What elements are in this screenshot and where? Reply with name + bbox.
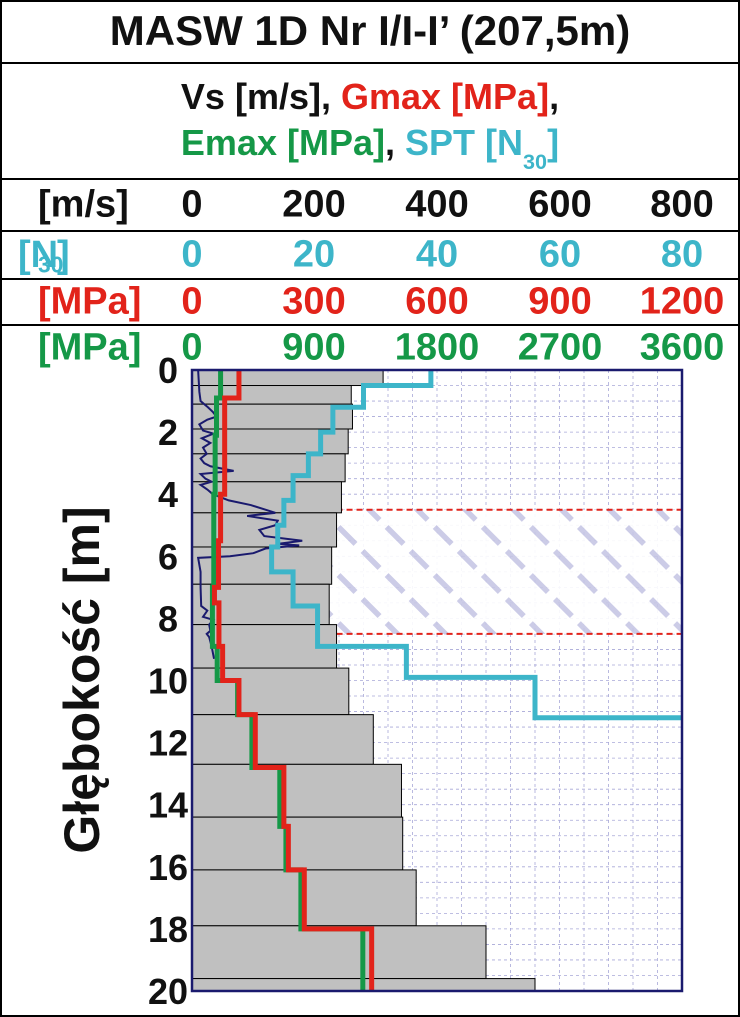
scale-unit-spt-suffix: ] [57,233,70,276]
scale-unit-gmax: [MPa] [38,280,142,323]
scale-tick-spt: 80 [660,233,704,276]
scale-unit-vs: [m/s] [38,183,129,226]
y-tick-label: 12 [148,723,188,764]
legend-line-2: Emax [MPa], SPT [N30] [0,120,740,185]
scale-tick-gmax: 300 [282,280,346,323]
gmax-line [211,370,375,991]
y-tick-label: 6 [158,536,178,577]
profile-lines [196,369,682,991]
legend-emax: Emax [MPa] [180,122,385,163]
scale-tick-spt: 20 [292,233,336,276]
scale-unit-spt: [N 30] [18,231,70,278]
y-tick-label: 0 [158,350,178,391]
scale-row-vs: [m/s] 0 200 400 600 800 [0,180,740,232]
vs-bar [191,925,487,980]
scale-unit-spt-prefix: [N [17,233,59,276]
legend-line-1: Vs [m/s], Gmax [MPa], [0,74,740,120]
scale-row-spt: [N 30] 0 20 40 60 80 [0,232,740,280]
legend-comma: , [385,122,396,163]
scale-tick-emax: 3600 [639,326,725,369]
scale-tick-gmax: 0 [181,280,203,323]
scale-unit-spt-subscript: 30 [38,251,64,278]
spt-line [269,370,682,721]
scale-tick-gmax: 1200 [639,280,725,323]
scale-tick-vs: 600 [528,183,592,226]
scale-tick-emax: 1800 [394,326,480,369]
legend-comma: , [549,76,560,117]
scale-tick-gmax: 900 [528,280,592,323]
vs-bar [191,763,402,818]
legend-gmax: Gmax [MPa] [341,76,550,117]
y-tick-label: 4 [158,474,178,515]
scale-unit-emax: [MPa] [38,326,142,369]
y-tick-label: 2 [158,412,178,453]
cpt-trace-line [196,369,303,659]
scale-tick-vs: 400 [405,183,469,226]
scale-tick-vs: 0 [181,183,203,226]
plot-border [190,368,684,993]
y-tick-label: 10 [148,661,188,702]
legend-spt-suffix: ] [547,122,560,163]
plot-frame [190,368,684,993]
y-tick-label: 14 [148,785,188,826]
scale-tick-vs: 200 [282,183,346,226]
scale-row-gmax: [MPa] 0 300 600 900 1200 [0,280,740,326]
legend-spt-subscript: 30 [523,148,548,174]
legend-spt: SPT [N30] [405,122,560,174]
y-tick-label: 18 [148,909,188,950]
scale-tick-gmax: 600 [405,280,469,323]
scale-tick-vs: 800 [650,183,714,226]
scale-tick-spt: 40 [415,233,459,276]
chart-title: MASW 1D Nr I/I-I’ (207,5m) [0,0,740,64]
legend: Vs [m/s], Gmax [MPa], Emax [MPa], SPT [N… [0,64,740,180]
scale-tick-spt: 0 [181,233,203,276]
y-tick-label: 20 [148,971,188,1012]
scale-row-emax: [MPa] 0 900 1800 2700 3600 [0,326,740,370]
scale-tick-emax: 900 [282,326,346,369]
scale-tick-emax: 0 [181,326,203,369]
legend-vs: Vs [m/s] [180,76,321,117]
vs-bar [191,816,404,871]
y-tick-label: 16 [148,847,188,888]
scale-tick-emax: 2700 [517,326,603,369]
scale-tick-spt: 60 [538,233,582,276]
legend-comma: , [320,76,331,117]
y-tick-labels: 0 2 4 6 8 10 12 14 16 18 20 [148,350,188,1012]
vs-bars [191,369,536,992]
title-text: MASW 1D Nr I/I-I’ (207,5m) [109,7,631,54]
y-tick-label: 8 [158,598,178,639]
legend-spt-prefix: SPT [N [405,122,524,163]
vs-bar [191,714,374,765]
